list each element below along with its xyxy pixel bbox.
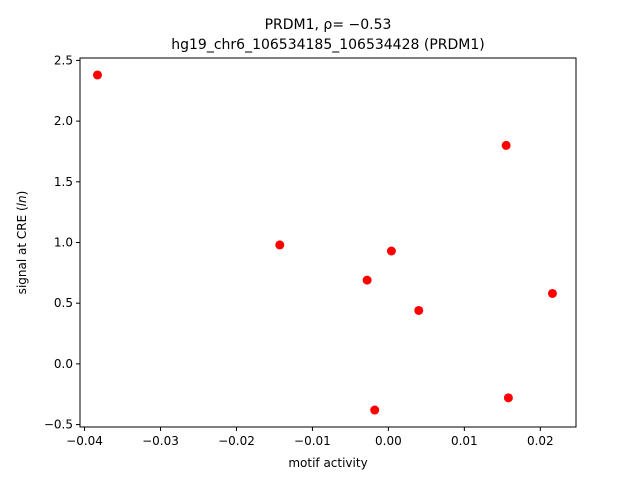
scatter-point bbox=[370, 405, 380, 415]
scatter-point bbox=[501, 140, 511, 150]
x-tick-label: −0.01 bbox=[294, 434, 331, 448]
x-tick-label: 0.02 bbox=[527, 434, 554, 448]
y-tick-label: 1.5 bbox=[54, 175, 73, 189]
scatter-point bbox=[275, 240, 285, 250]
y-axis-label-prefix: signal at CRE ( bbox=[15, 206, 29, 294]
y-tick-label: 2.5 bbox=[54, 53, 73, 67]
x-tick-label: −0.03 bbox=[142, 434, 179, 448]
x-axis-label: motif activity bbox=[288, 456, 367, 470]
chart-title-line1: PRDM1, ρ= −0.53 bbox=[265, 17, 392, 33]
scatter-point bbox=[503, 393, 513, 403]
x-tick-label: 0.00 bbox=[375, 434, 402, 448]
y-axis-ticks: −0.5 0.0 0.5 1.0 1.5 2.0 2.5 bbox=[44, 53, 80, 432]
y-axis-label: signal at CRE (ln) bbox=[15, 191, 29, 295]
y-axis-label-italic: ln bbox=[15, 195, 29, 206]
chart-title-line2: hg19_chr6_106534185_106534428 (PRDM1) bbox=[171, 37, 484, 53]
x-tick-label: −0.04 bbox=[66, 434, 103, 448]
scatter-point bbox=[547, 288, 557, 298]
points-layer bbox=[92, 70, 557, 415]
scatter-point bbox=[414, 305, 424, 315]
y-tick-label: 0.5 bbox=[54, 296, 73, 310]
y-axis-label-suffix: ) bbox=[15, 191, 29, 196]
y-tick-label: −0.5 bbox=[44, 418, 73, 432]
y-tick-label: 2.0 bbox=[54, 114, 73, 128]
plot-frame bbox=[79, 57, 577, 428]
x-tick-label: −0.02 bbox=[218, 434, 255, 448]
scatter-point bbox=[92, 70, 102, 80]
y-tick-label: 1.0 bbox=[54, 236, 73, 250]
x-tick-label: 0.01 bbox=[451, 434, 478, 448]
scatter-point bbox=[362, 275, 372, 285]
y-tick-label: 0.0 bbox=[54, 357, 73, 371]
scatter-point bbox=[386, 246, 396, 256]
x-axis-ticks: −0.04 −0.03 −0.02 −0.01 0.00 0.01 0.02 bbox=[66, 427, 554, 448]
